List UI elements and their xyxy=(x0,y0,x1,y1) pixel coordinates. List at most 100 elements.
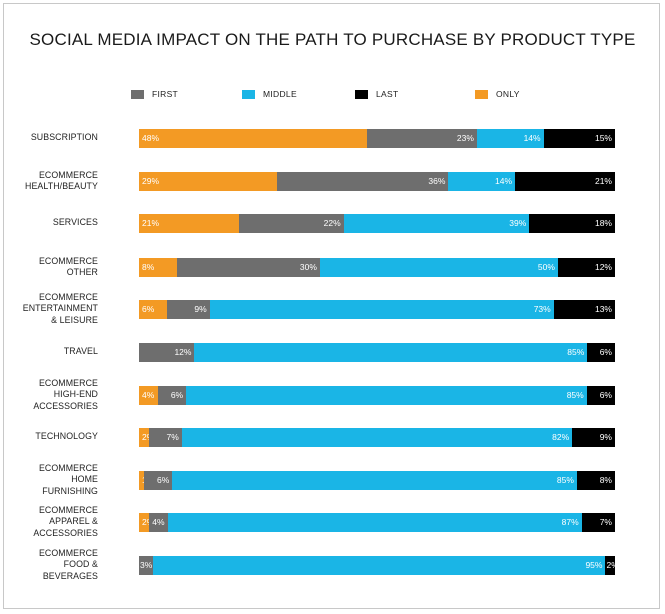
category-label-line: HOME xyxy=(71,474,98,485)
data-label-last: 2% xyxy=(606,559,619,570)
category-label: ECOMMERCE ENTERTAINMENT & LEISURE xyxy=(0,292,98,327)
category-label-line: TECHNOLOGY xyxy=(35,431,98,442)
category-label-line: BEVERAGES xyxy=(42,570,98,581)
bar-segment-middle xyxy=(181,427,573,447)
bar-segment-last xyxy=(553,299,616,319)
category-label-line: FURNISHING xyxy=(42,485,98,496)
data-label-middle: 14% xyxy=(495,175,513,186)
category-label-line: ACCESSORIES xyxy=(33,400,98,411)
data-label-first: 3% xyxy=(140,559,153,570)
category-label-line: OTHER xyxy=(66,267,98,277)
data-label-last: 18% xyxy=(594,217,612,228)
bar-segment-first xyxy=(139,555,154,575)
category-label: ECOMMERCE HOME FURNISHING xyxy=(0,463,98,498)
bar-segment-middle xyxy=(319,257,559,277)
category-label-line: & LEISURE xyxy=(51,314,98,325)
data-label-middle: 14% xyxy=(523,132,541,143)
data-label-only: 4% xyxy=(142,389,155,400)
category-label: ECOMMERCE HEALTH/BEAUTY xyxy=(0,170,98,193)
bar-segment-last xyxy=(576,470,616,490)
legend-item-only: ONLY xyxy=(475,88,520,100)
data-label-first: 22% xyxy=(323,217,341,228)
bar-segment-first xyxy=(157,385,187,405)
category-label: TECHNOLOGY xyxy=(0,431,98,443)
data-label-last: 9% xyxy=(599,431,612,442)
bar-segment-first xyxy=(139,342,195,362)
category-label: ECOMMERCE FOOD & BEVERAGES xyxy=(0,548,98,583)
bar-segment-only xyxy=(139,128,368,148)
category-label-line: ECOMMERCE xyxy=(38,169,98,180)
bar-segment-middle xyxy=(153,555,606,575)
data-label-first: 12% xyxy=(174,346,192,357)
category-label-line: FOOD & xyxy=(63,559,98,570)
bar-segment-last xyxy=(543,128,616,148)
data-label-last: 12% xyxy=(594,261,612,272)
data-label-first: 23% xyxy=(456,132,474,143)
data-label-middle: 82% xyxy=(552,431,570,442)
bar-segment-middle xyxy=(448,171,516,191)
chart-title: SOCIAL MEDIA IMPACT ON THE PATH TO PURCH… xyxy=(29,30,636,49)
category-label-line: ECOMMERCE xyxy=(38,377,98,388)
data-label-middle: 39% xyxy=(509,217,527,228)
bar-segment-last xyxy=(572,427,616,447)
bar-segment-middle xyxy=(209,299,555,319)
bar-segment-last xyxy=(587,342,616,362)
category-label-line: ECOMMERCE xyxy=(38,291,98,302)
bar-segment-first xyxy=(143,470,173,490)
data-label-only: 2% xyxy=(142,513,154,532)
bar-segment-first xyxy=(367,128,478,148)
data-label-only: 29% xyxy=(142,175,160,186)
category-label: SUBSCRIPTION xyxy=(0,132,98,144)
category-label: ECOMMERCE APPAREL & ACCESSORIES xyxy=(0,505,98,540)
data-label-only: 6% xyxy=(142,303,155,314)
bar-segment-last xyxy=(605,555,616,575)
category-label-line: APPAREL & xyxy=(49,516,98,527)
data-label-middle: 85% xyxy=(567,346,585,357)
category-label-line: ECOMMERCE xyxy=(38,255,98,266)
bar-segment-middle xyxy=(172,470,578,490)
category-label: ECOMMERCE HIGH-END ACCESSORIES xyxy=(0,378,98,413)
data-label-first: 36% xyxy=(428,175,446,186)
data-label-first: 6% xyxy=(170,389,184,400)
data-label-last: 7% xyxy=(599,516,612,527)
data-label-last: 21% xyxy=(594,175,612,186)
bar-segment-middle xyxy=(476,128,545,148)
category-label: ECOMMERCE OTHER xyxy=(0,256,98,279)
data-label-only: 21% xyxy=(142,217,160,228)
data-label-middle: 73% xyxy=(533,303,551,314)
category-label-line: ECOMMERCE xyxy=(38,547,98,558)
data-label-middle: 85% xyxy=(556,474,574,485)
bar-segment-only xyxy=(139,213,240,233)
bar-segment-last xyxy=(529,213,616,233)
data-label-middle: 85% xyxy=(566,389,584,400)
data-label-only: 2% xyxy=(142,428,154,447)
bar-segment-last xyxy=(586,385,616,405)
category-label-line: SERVICES xyxy=(52,217,98,228)
legend-swatch-only xyxy=(475,89,488,99)
bar-segment-only xyxy=(139,470,145,490)
legend-label-last: LAST xyxy=(376,89,399,99)
data-label-last: 6% xyxy=(599,346,612,357)
legend-item-first: FIRST xyxy=(131,88,178,100)
data-label-first: 7% xyxy=(166,431,179,442)
data-label-last: 13% xyxy=(594,303,612,314)
bar-segment-only xyxy=(139,171,278,191)
bar-segment-middle xyxy=(343,213,530,233)
data-label-middle: 95% xyxy=(585,559,603,570)
data-label-last: 15% xyxy=(594,132,612,143)
bar-segment-first xyxy=(177,257,321,277)
data-label-first: 6% xyxy=(157,474,170,485)
category-label-line: TRAVEL xyxy=(63,346,98,357)
bar-segment-first xyxy=(167,299,211,319)
legend-item-last: LAST xyxy=(355,88,398,100)
legend-label-only: ONLY xyxy=(496,89,520,99)
bar-segment-middle xyxy=(186,385,588,405)
bar-segment-only xyxy=(139,427,150,447)
bar-segment-only xyxy=(139,512,150,532)
bar-segment-first xyxy=(148,427,183,447)
bar-segment-first xyxy=(277,171,449,191)
data-label-first: 9% xyxy=(194,303,207,314)
legend-label-first: FIRST xyxy=(152,89,179,99)
bar-segment-only xyxy=(139,257,178,277)
data-label-last: 6% xyxy=(599,389,612,400)
